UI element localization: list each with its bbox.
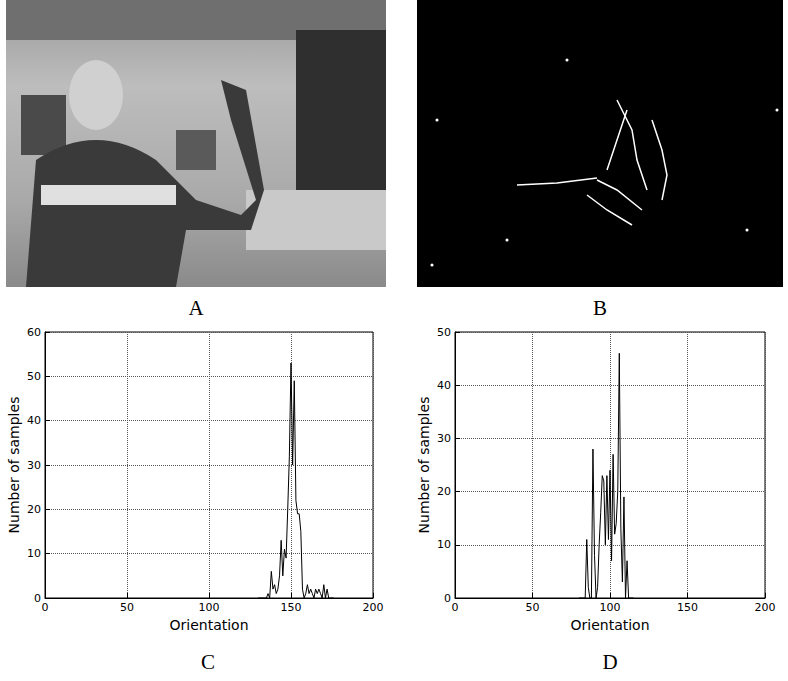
svg-text:Number of samples: Number of samples bbox=[416, 397, 432, 534]
svg-text:40: 40 bbox=[27, 414, 41, 427]
svg-text:200: 200 bbox=[363, 601, 384, 614]
svg-text:Number of samples: Number of samples bbox=[6, 397, 22, 534]
svg-text:0: 0 bbox=[34, 592, 41, 605]
svg-text:0: 0 bbox=[444, 592, 451, 605]
svg-text:50: 50 bbox=[526, 601, 540, 614]
svg-text:Orientation: Orientation bbox=[570, 617, 649, 633]
svg-text:30: 30 bbox=[27, 459, 41, 472]
html-text:D: D bbox=[602, 650, 618, 674]
svg-text:0: 0 bbox=[42, 601, 49, 614]
svg-text:150: 150 bbox=[677, 601, 698, 614]
svg-text:200: 200 bbox=[755, 601, 776, 614]
svg-text:20: 20 bbox=[27, 503, 41, 516]
svg-text:30: 30 bbox=[437, 432, 451, 445]
html-text:B: B bbox=[593, 296, 607, 320]
html-text:A: A bbox=[188, 296, 204, 320]
svg-text:10: 10 bbox=[27, 547, 41, 560]
svg-text:100: 100 bbox=[600, 601, 621, 614]
svg-text:40: 40 bbox=[437, 379, 451, 392]
svg-text:50: 50 bbox=[27, 370, 41, 383]
svg-text:60: 60 bbox=[27, 326, 41, 339]
svg-text:20: 20 bbox=[437, 485, 451, 498]
svg-text:50: 50 bbox=[120, 601, 134, 614]
svg-text:0: 0 bbox=[452, 601, 459, 614]
svg-text:Orientation: Orientation bbox=[169, 617, 248, 633]
html-text:C: C bbox=[201, 650, 215, 674]
svg-text:50: 50 bbox=[437, 326, 451, 339]
svg-text:10: 10 bbox=[437, 538, 451, 551]
svg-text:100: 100 bbox=[199, 601, 220, 614]
svg-text:150: 150 bbox=[281, 601, 302, 614]
